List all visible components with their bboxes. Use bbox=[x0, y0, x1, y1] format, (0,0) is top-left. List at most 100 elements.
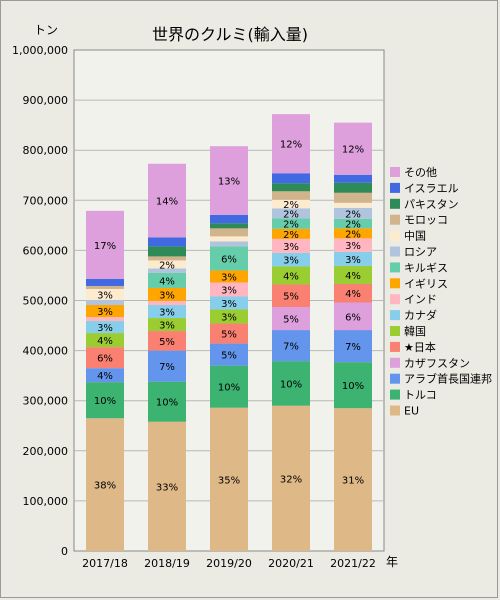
bar-segment bbox=[86, 368, 124, 383]
legend-label: トルコ bbox=[404, 389, 437, 402]
legend-swatch bbox=[390, 214, 400, 225]
plot-area: 0 100,000 200,000 300,000 400,000 500,000 600,… bbox=[12, 44, 385, 570]
x-tick-label: 2019/20 bbox=[206, 557, 252, 570]
y-tick-label: 200,000 bbox=[23, 445, 69, 458]
legend-swatch bbox=[390, 389, 400, 400]
data-label: 3% bbox=[221, 272, 237, 283]
data-label: 3% bbox=[159, 308, 175, 319]
bar-segment bbox=[334, 122, 372, 175]
data-label: 2% bbox=[283, 209, 299, 220]
bar-segment bbox=[148, 287, 186, 302]
y-tick-label: 100,000 bbox=[23, 495, 69, 508]
bar-segment bbox=[86, 333, 124, 348]
bar-segment bbox=[272, 266, 310, 285]
data-label: 2% bbox=[283, 230, 299, 241]
data-label: 10% bbox=[280, 379, 302, 390]
bar-segment bbox=[272, 183, 310, 192]
bar-segment bbox=[334, 182, 372, 193]
y-tick-label: 500,000 bbox=[23, 295, 69, 308]
legend-swatch bbox=[390, 310, 400, 321]
bar-segment bbox=[210, 146, 248, 215]
bar-segment bbox=[86, 210, 124, 279]
data-label: 5% bbox=[283, 292, 299, 303]
legend-swatch bbox=[390, 326, 400, 336]
bar-segment bbox=[272, 238, 310, 253]
data-label: 2% bbox=[283, 200, 299, 211]
legend-swatch bbox=[390, 278, 400, 289]
bar-segment bbox=[148, 331, 186, 351]
bar-segment bbox=[272, 208, 310, 219]
data-label: 3% bbox=[221, 313, 237, 324]
bar-segment bbox=[272, 114, 310, 174]
bar-segment bbox=[148, 350, 186, 382]
legend-swatch bbox=[390, 373, 400, 384]
data-label: 7% bbox=[283, 342, 299, 353]
bar-segment bbox=[272, 228, 310, 239]
data-label: 3% bbox=[345, 255, 361, 266]
bar-segment bbox=[334, 228, 372, 239]
legend-label: キルギス bbox=[404, 261, 448, 274]
data-label: 2% bbox=[345, 229, 361, 240]
bar-segment bbox=[210, 282, 248, 297]
y-tick-label: 0 bbox=[61, 545, 68, 558]
data-label: 14% bbox=[156, 197, 178, 208]
data-label: 17% bbox=[94, 241, 116, 252]
bar-segment bbox=[334, 192, 372, 203]
legend-swatch bbox=[390, 357, 400, 368]
legend-label: その他 bbox=[404, 166, 437, 179]
bar-segment bbox=[86, 321, 124, 334]
bar-segment bbox=[210, 296, 248, 310]
data-label: 6% bbox=[345, 312, 361, 323]
data-label: 3% bbox=[97, 323, 113, 334]
bar-segment bbox=[334, 283, 372, 303]
data-label: 10% bbox=[218, 383, 240, 394]
legend-swatch bbox=[390, 230, 400, 241]
data-label: 5% bbox=[159, 337, 175, 348]
bar-segment bbox=[210, 236, 248, 242]
legend-label: 韓国 bbox=[404, 325, 426, 338]
legend-label: インド bbox=[404, 293, 437, 306]
legend-swatch bbox=[390, 198, 400, 209]
bar-segment bbox=[334, 202, 372, 208]
data-label: 7% bbox=[345, 342, 361, 353]
legend-label: ロシア bbox=[404, 246, 437, 259]
bar-segment bbox=[272, 330, 310, 362]
x-axis-unit: 年 bbox=[386, 555, 398, 569]
legend-label: パキスタン bbox=[404, 198, 459, 211]
data-label: 2% bbox=[283, 220, 299, 231]
data-label: 2% bbox=[159, 260, 175, 271]
data-label: 32% bbox=[280, 474, 302, 485]
data-label: 38% bbox=[94, 481, 116, 492]
bar-segment bbox=[148, 381, 186, 422]
bar-segment bbox=[86, 299, 124, 306]
bar-segment bbox=[210, 309, 248, 324]
bar-segment bbox=[210, 270, 248, 283]
legend-swatch bbox=[390, 262, 400, 273]
data-label: 3% bbox=[283, 256, 299, 267]
bar-segment bbox=[148, 260, 186, 269]
bar-segment bbox=[86, 288, 124, 300]
bar-segment bbox=[334, 408, 372, 551]
data-label: 10% bbox=[156, 398, 178, 409]
y-axis-unit: トン bbox=[34, 23, 58, 37]
legend-label: モロッコ bbox=[404, 214, 448, 227]
bar-segment bbox=[334, 302, 372, 331]
bar-segment bbox=[334, 207, 372, 219]
bar-segment bbox=[272, 218, 310, 229]
data-label: 3% bbox=[345, 241, 361, 252]
legend-label: カザフスタン bbox=[404, 357, 470, 370]
bar-segment bbox=[148, 318, 186, 332]
data-label: 7% bbox=[159, 362, 175, 373]
legend-label: EU bbox=[404, 405, 419, 418]
legend-swatch bbox=[390, 246, 400, 257]
bar-segment bbox=[210, 228, 248, 237]
data-label: 5% bbox=[283, 315, 299, 326]
bar-segment bbox=[148, 237, 186, 247]
data-label: 35% bbox=[218, 475, 240, 486]
legend-label: 中国 bbox=[404, 230, 426, 243]
data-label: 2% bbox=[345, 209, 361, 220]
data-label: 4% bbox=[97, 371, 113, 382]
